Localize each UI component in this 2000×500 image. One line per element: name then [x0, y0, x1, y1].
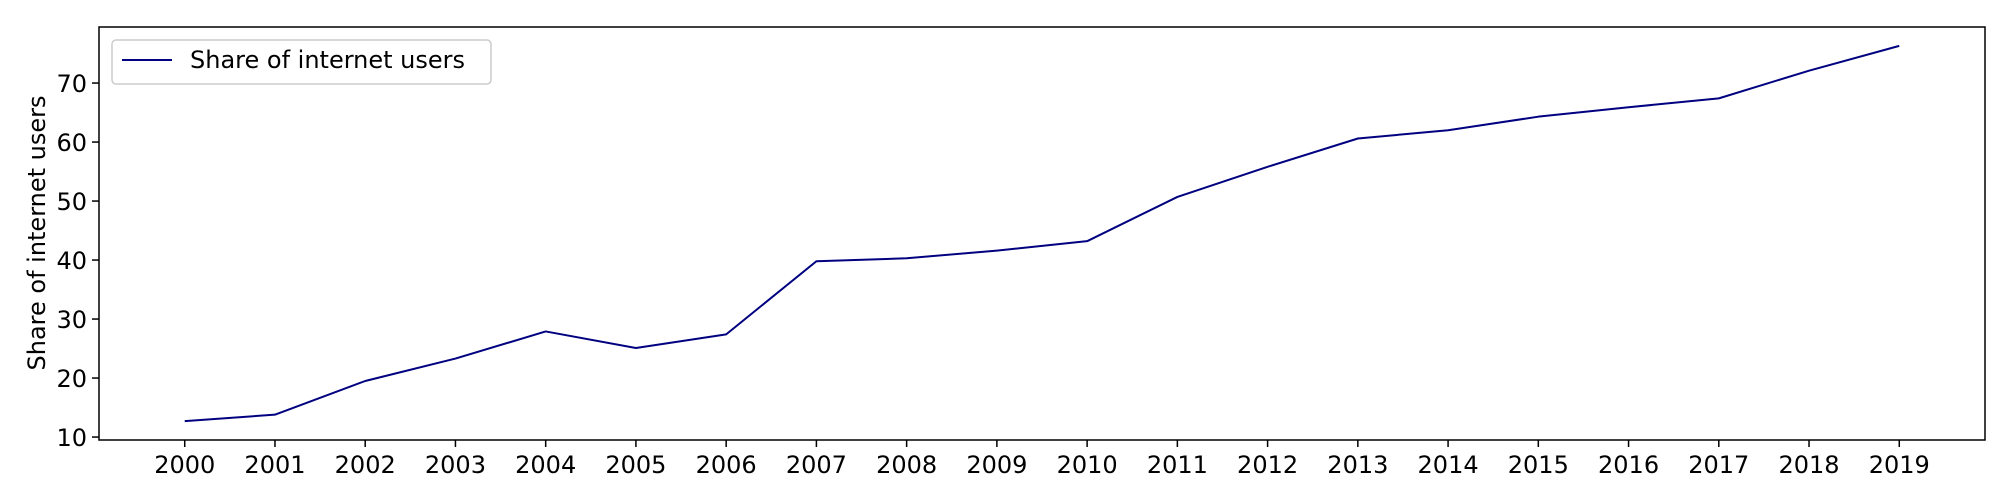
- x-tick-label: 2005: [605, 451, 666, 479]
- x-tick-label: 2001: [244, 451, 305, 479]
- x-axis-ticks: 2000 2001 2002 2003 2004 2005 2006 2007 2008 2009…: [154, 440, 1930, 479]
- plot-frame: [98, 26, 1986, 441]
- x-tick-label: 2009: [966, 451, 1027, 479]
- y-tick-label: 30: [56, 306, 87, 334]
- x-tick-label: 2004: [515, 451, 576, 479]
- x-tick-label: 2018: [1778, 451, 1839, 479]
- legend: Share of internet users: [111, 39, 492, 85]
- legend-label: Share of internet users: [190, 46, 465, 74]
- x-tick-label: 2008: [876, 451, 937, 479]
- y-axis-title: Share of internet users: [23, 95, 51, 370]
- x-tick-label: 2016: [1598, 451, 1659, 479]
- x-tick-label: 2013: [1327, 451, 1388, 479]
- x-tick-label: 2015: [1508, 451, 1569, 479]
- legend-box: [111, 39, 492, 85]
- y-tick-label: 70: [56, 70, 87, 98]
- x-tick-label: 2006: [696, 451, 757, 479]
- x-tick-label: 2000: [154, 451, 215, 479]
- y-axis-ticks: 10 20 30 40 50 60 70: [56, 70, 99, 452]
- y-tick-label: 20: [56, 365, 87, 393]
- x-tick-label: 2011: [1147, 451, 1208, 479]
- x-tick-label: 2014: [1418, 451, 1479, 479]
- x-tick-label: 2007: [786, 451, 847, 479]
- x-tick-label: 2017: [1688, 451, 1749, 479]
- x-tick-label: 2012: [1237, 451, 1298, 479]
- y-tick-label: 60: [56, 129, 87, 157]
- series-line-0: [184, 44, 1900, 423]
- y-tick-label: 50: [56, 188, 87, 216]
- x-tick-label: 2019: [1869, 451, 1930, 479]
- x-tick-label: 2002: [335, 451, 396, 479]
- y-tick-label: 40: [56, 247, 87, 275]
- y-tick-label: 10: [56, 424, 87, 452]
- x-tick-label: 2003: [425, 451, 486, 479]
- series-lines: [184, 44, 1900, 423]
- x-tick-label: 2010: [1057, 451, 1118, 479]
